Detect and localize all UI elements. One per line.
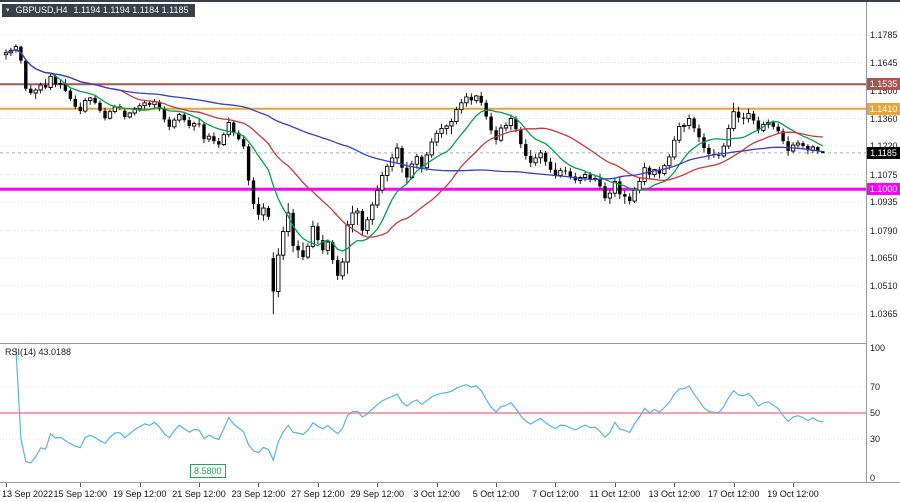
time-axis-label: 15 Sep 12:00 [53,489,108,499]
time-axis-label: 5 Oct 12:00 [472,489,520,499]
price-axis-tick: 1.0365 [870,309,898,320]
rsi-annotation-label[interactable]: 8.5800 [190,464,226,478]
time-axis-tick [555,483,557,487]
rsi-canvas [0,347,866,464]
time-axis-tick [614,483,616,487]
time-axis-label: 27 Sep 12:00 [291,489,345,499]
symbol-period-label: GBPUSD,H4 [15,5,68,15]
time-axis-tick [258,483,260,487]
price-chart-pane[interactable] [0,2,866,343]
time-axis-label: 13 Oct 12:00 [648,489,701,499]
time-axis-tick [793,483,795,487]
price-axis[interactable]: 1.1785 1.1645 1.1500 1.1360 1.1220 1.1075 1.09… [866,2,900,483]
rsi-line [15,347,823,464]
ma-line-medium [5,49,823,238]
price-grid [0,34,866,315]
time-axis-tick [733,483,735,487]
rsi-axis-tick: 50 [870,408,881,418]
price-axis-tick: 1.1360 [870,113,898,124]
rsi-axis-tick: 70 [870,382,881,392]
chart-title-overlay: ▾ GBPUSD,H4 1.1194 1.1194 1.1184 1.1185 [2,4,196,17]
time-axis-label: 13 Sep 2022 [2,489,54,499]
price-axis-tick: 1.1785 [870,30,898,41]
horizontal-level-lines[interactable] [0,83,866,191]
chart-menu-icon: ▾ [6,7,10,14]
time-axis-label: 17 Oct 12:00 [707,489,760,499]
time-axis-tick [377,483,379,487]
ma-line-slow [5,49,823,181]
pane-separator[interactable] [0,343,866,344]
time-axis-tick [199,483,201,487]
current-price-tag: 1.1185 [867,146,900,159]
price-level-tag[interactable]: 1.1535 [867,78,900,91]
rsi-axis-tick: 100 [870,343,886,353]
quote-ohlc-label: 1.1194 1.1194 1.1184 1.1185 [73,5,189,15]
time-axis-tick [80,483,82,487]
time-axis-tick [317,483,319,487]
time-axis[interactable]: 13 Sep 2022 15 Sep 12:00 19 Sep 12:00 21 Se… [0,483,900,502]
ma-line-fast [5,49,824,252]
time-axis-tick [139,483,141,487]
time-axis-label: 23 Sep 12:00 [231,489,286,499]
price-axis-tick: 1.0650 [870,253,898,264]
rsi-axis-tick: 30 [870,434,881,444]
bull-candle-bodies [3,46,816,292]
price-axis-tick: 1.0790 [870,225,898,236]
time-axis-label: 3 Oct 12:00 [413,489,460,499]
time-axis-label: 7 Oct 12:00 [532,489,579,499]
price-axis-tick: 1.1500 [870,86,898,97]
rsi-axis-tick: 0 [870,473,876,483]
price-level-tag[interactable]: 1.1410 [867,102,900,115]
price-axis-tick: 1.1075 [870,169,898,180]
price-axis-tick: 1.1220 [870,141,898,151]
price-axis-tick: 1.0935 [870,197,898,208]
time-axis-tick [496,483,498,487]
time-axis-label: 11 Oct 12:00 [589,489,641,499]
time-axis-tick [6,483,7,487]
time-axis-label: 19 Sep 12:00 [112,489,167,499]
time-axis-label: 19 Oct 12:00 [767,489,819,499]
price-level-tag[interactable]: 1.1000 [867,183,900,196]
price-chart-canvas [0,34,866,315]
time-axis-separator [0,482,900,483]
time-axis-tick [674,483,676,487]
rsi-grid [0,386,866,440]
rsi-pane[interactable]: RSI(14) 43.0188 8.5800 [0,344,866,482]
price-axis-tick: 1.1645 [870,57,898,68]
price-axis-tick: 1.0510 [870,280,898,291]
time-axis-label: 21 Sep 12:00 [172,489,226,499]
time-axis-label: 29 Sep 12:00 [350,489,405,499]
time-axis-tick [436,483,438,487]
rsi-indicator-label: RSI(14) 43.0188 [5,347,72,357]
